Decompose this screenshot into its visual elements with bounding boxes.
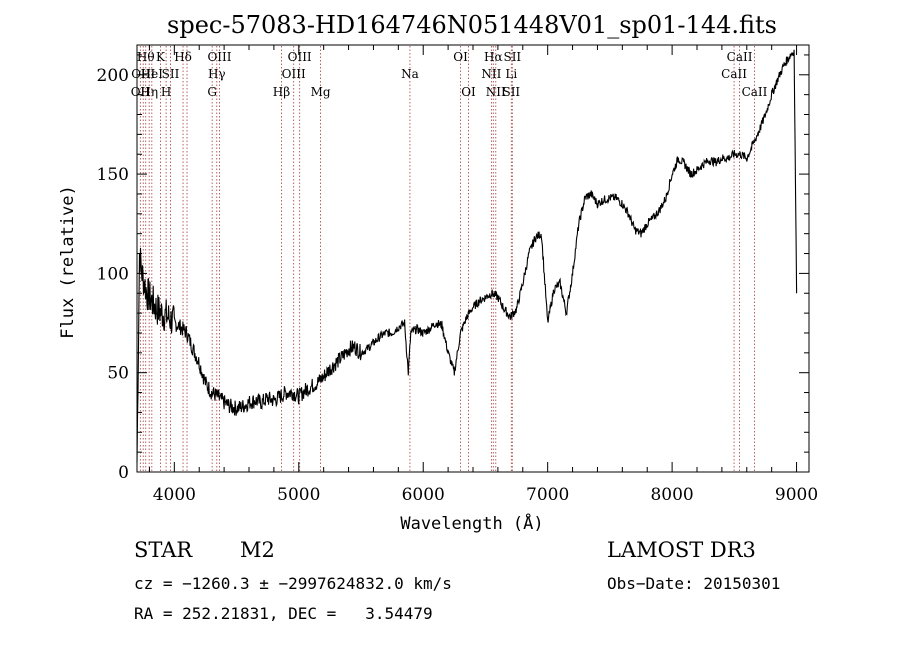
- y-axis-label: Flux (relative): [58, 185, 78, 339]
- line-label: NII: [486, 85, 506, 99]
- line-label: SII: [502, 85, 520, 99]
- line-label: OI: [453, 50, 468, 64]
- y-tick-label: 50: [107, 364, 129, 384]
- line-label: Hθ: [137, 50, 155, 64]
- coordinates-line: RA = 252.21831, DEC = 3.54479: [134, 604, 433, 623]
- line-label: NII: [481, 67, 501, 81]
- line-label: OI: [461, 85, 476, 99]
- x-axis-label: Wavelength (Å): [400, 512, 543, 534]
- line-label: K: [156, 50, 166, 64]
- x-axis: 4000 5000 6000 7000 8000 9000: [148, 45, 818, 505]
- line-label: Hβ: [273, 85, 290, 99]
- object-subclass: M2: [240, 538, 275, 562]
- line-label: G: [207, 85, 217, 99]
- observation-date: Obs−Date: 20150301: [607, 574, 781, 593]
- line-label: Hα: [484, 50, 503, 64]
- chart-title: spec-57083-HD164746N051448V01_sp01-144.f…: [167, 11, 777, 39]
- y-tick-label: 0: [118, 463, 129, 483]
- line-label: Hη: [140, 85, 158, 99]
- spectrum-line: [136, 49, 798, 463]
- line-label: Li: [505, 67, 517, 81]
- x-tick-label: 4000: [153, 485, 196, 505]
- line-label: OIII: [207, 50, 231, 64]
- line-label: H: [161, 85, 171, 99]
- y-tick-label: 150: [97, 165, 129, 185]
- redshift-line: cz = −1260.3 ± −2997624832.0 km/s: [134, 574, 452, 593]
- line-label: OIII: [288, 50, 312, 64]
- line-label: Mg: [311, 85, 331, 99]
- line-label: CaII: [742, 85, 768, 99]
- line-label: CaII: [727, 50, 753, 64]
- x-tick-label: 7000: [526, 485, 569, 505]
- y-axis: 0 50 100 150 200: [97, 54, 809, 483]
- line-label: OIII: [282, 67, 306, 81]
- y-tick-label: 200: [97, 66, 129, 86]
- x-tick-label: 9000: [775, 485, 818, 505]
- x-tick-label: 5000: [277, 485, 320, 505]
- line-labels: OIIOIIIHθHηHeIKHSIIHδGHγOIIIHβOIIIOIIIMg…: [131, 50, 768, 99]
- line-label: Hγ: [208, 67, 226, 81]
- line-label: SII: [162, 67, 180, 81]
- survey-name: LAMOST DR3: [607, 538, 756, 562]
- line-label: SII: [503, 50, 521, 64]
- object-class: STAR: [134, 538, 193, 562]
- x-tick-label: 6000: [402, 485, 445, 505]
- line-label: OII: [131, 85, 151, 99]
- line-label: CaII: [721, 67, 747, 81]
- line-label: HeI: [141, 67, 164, 81]
- line-label: Hδ: [174, 50, 192, 64]
- line-label: Na: [401, 67, 419, 81]
- y-tick-label: 100: [97, 264, 129, 284]
- x-tick-label: 8000: [650, 485, 693, 505]
